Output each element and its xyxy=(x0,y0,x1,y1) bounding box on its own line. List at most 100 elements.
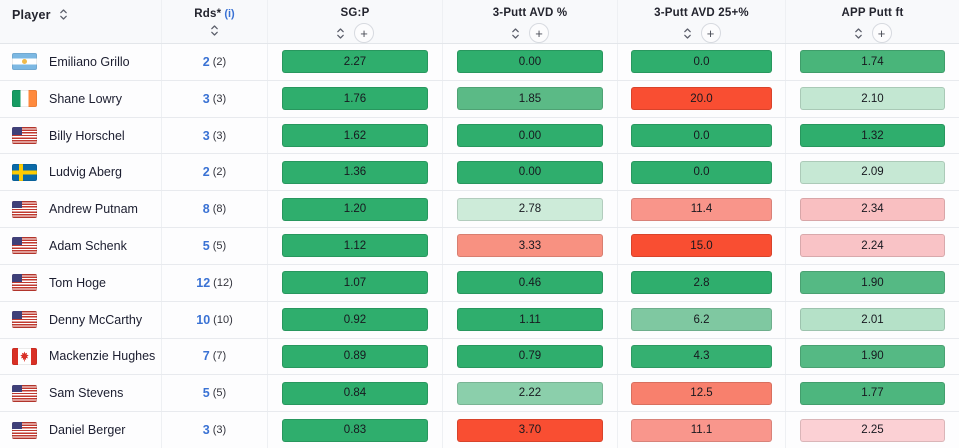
rounds-cell: 3 (3) xyxy=(162,117,268,154)
table-row: Denny McCarthy 10 (10) 0.92 1.11 6.2 2.0… xyxy=(0,301,959,339)
rounds-count: 2 xyxy=(202,165,210,180)
three-putt-avoid-25-stat-cell: 12.5 xyxy=(631,381,772,405)
rounds-cell: 2 (2) xyxy=(162,154,268,191)
info-link[interactable]: (i) xyxy=(224,7,235,20)
rounds-paren: (3) xyxy=(212,424,227,437)
ireland-flag-icon xyxy=(12,90,37,108)
rounds-paren: (3) xyxy=(212,129,227,142)
three-putt-avoid-stat-cell: 1.11 xyxy=(456,308,604,332)
table-body: Emiliano Grillo 2 (2) 2.27 0.00 0.0 1.74… xyxy=(0,44,959,448)
app-putt-ft-stat-cell: 1.77 xyxy=(799,381,946,405)
three-putt-avoid-25-stat-cell: 0.0 xyxy=(631,124,772,148)
rounds-count: 3 xyxy=(202,91,210,106)
three-putt-avoid-25-stat-cell: 0.0 xyxy=(631,50,772,74)
column-header-label: SG:P xyxy=(340,7,370,19)
sort-icon[interactable] xyxy=(683,27,692,40)
table-row: Emiliano Grillo 2 (2) 2.27 0.00 0.0 1.74 xyxy=(0,44,959,81)
player-name[interactable]: Billy Horschel xyxy=(49,128,125,143)
add-stat-button[interactable]: + xyxy=(871,23,892,43)
rounds-paren: (10) xyxy=(213,313,233,326)
sort-icon[interactable] xyxy=(210,24,219,37)
three-putt-avoid-25-stat-cell: 15.0 xyxy=(631,234,772,258)
usa-flag-icon xyxy=(12,127,37,145)
player-name[interactable]: Shane Lowry xyxy=(49,91,122,106)
column-header-app: APP Putt ft + xyxy=(786,0,959,43)
rounds-cell: 5 (5) xyxy=(162,375,268,412)
three-putt-avoid-stat-cell: 0.00 xyxy=(456,50,604,74)
player-cell: Billy Horschel xyxy=(0,117,162,154)
player-name[interactable]: Daniel Berger xyxy=(49,423,126,438)
rounds-cell: 3 (3) xyxy=(162,80,268,117)
three-putt-avoid-stat-cell: 0.79 xyxy=(456,344,604,368)
app-putt-ft-stat-cell: 1.90 xyxy=(799,271,946,295)
usa-flag-icon xyxy=(12,311,37,329)
player-name[interactable]: Ludvig Aberg xyxy=(49,165,122,180)
table-row: Shane Lowry 3 (3) 1.76 1.85 20.0 2.10 xyxy=(0,80,959,118)
sgp-stat-cell: 1.36 xyxy=(281,160,429,184)
player-name[interactable]: Mackenzie Hughes xyxy=(49,349,156,364)
three-putt-avoid-stat-cell: 2.22 xyxy=(456,381,604,405)
rounds-count: 2 xyxy=(202,54,210,69)
rounds-paren: (5) xyxy=(212,239,227,252)
player-name[interactable]: Denny McCarthy xyxy=(49,312,143,327)
sort-icon[interactable] xyxy=(59,8,68,21)
player-cell: Mackenzie Hughes xyxy=(0,338,162,375)
sgp-stat-cell: 0.83 xyxy=(281,418,429,442)
sgp-stat-cell: 0.84 xyxy=(281,381,429,405)
player-cell: Andrew Putnam xyxy=(0,191,162,228)
three-putt-avoid-stat-cell: 3.33 xyxy=(456,234,604,258)
column-header-tpa: 3-Putt AVD % + xyxy=(443,0,618,43)
column-header-rds: Rds* (i) xyxy=(162,0,268,43)
player-cell: Daniel Berger xyxy=(0,412,162,448)
rounds-cell: 3 (3) xyxy=(162,412,268,448)
player-name[interactable]: Emiliano Grillo xyxy=(49,54,130,69)
sgp-stat-cell: 0.92 xyxy=(281,308,429,332)
column-header-label: 3-Putt AVD 25+% xyxy=(654,7,749,19)
usa-flag-icon xyxy=(12,237,37,255)
rounds-paren: (2) xyxy=(212,166,227,179)
rounds-cell: 12 (12) xyxy=(162,264,268,301)
usa-flag-icon xyxy=(12,384,37,402)
three-putt-avoid-stat-cell: 3.70 xyxy=(456,418,604,442)
sort-icon[interactable] xyxy=(336,27,345,40)
player-cell: Ludvig Aberg xyxy=(0,154,162,191)
three-putt-avoid-25-stat-cell: 4.3 xyxy=(631,344,772,368)
sgp-stat-cell: 1.07 xyxy=(281,271,429,295)
maple-leaf-icon xyxy=(20,351,29,362)
add-stat-button[interactable]: + xyxy=(700,23,721,43)
player-name[interactable]: Andrew Putnam xyxy=(49,202,138,217)
three-putt-avoid-stat-cell: 0.46 xyxy=(456,271,604,295)
three-putt-avoid-25-stat-cell: 6.2 xyxy=(631,308,772,332)
app-putt-ft-stat-cell: 1.74 xyxy=(799,50,946,74)
player-cell: Adam Schenk xyxy=(0,228,162,264)
usa-flag-icon xyxy=(12,421,37,439)
column-header-label: 3-Putt AVD % xyxy=(492,7,568,19)
player-name[interactable]: Sam Stevens xyxy=(49,386,124,401)
player-cell: Sam Stevens xyxy=(0,375,162,412)
player-name[interactable]: Tom Hoge xyxy=(49,275,106,290)
table-row: Sam Stevens 5 (5) 0.84 2.22 12.5 1.77 xyxy=(0,375,959,413)
sweden-flag-icon xyxy=(12,163,37,181)
three-putt-avoid-25-stat-cell: 0.0 xyxy=(631,160,772,184)
usa-flag-icon xyxy=(12,200,37,218)
rounds-cell: 2 (2) xyxy=(162,44,268,80)
three-putt-avoid-stat-cell: 2.78 xyxy=(456,197,604,221)
table-row: Mackenzie Hughes 7 (7) 0.89 0.79 4.3 1.9… xyxy=(0,338,959,376)
sgp-stat-cell: 1.62 xyxy=(281,124,429,148)
column-header-player[interactable]: Player xyxy=(0,0,162,43)
app-putt-ft-stat-cell: 2.25 xyxy=(799,418,946,442)
app-putt-ft-stat-cell: 2.09 xyxy=(799,160,946,184)
table-row: Billy Horschel 3 (3) 1.62 0.00 0.0 1.32 xyxy=(0,117,959,155)
column-header-tpa25: 3-Putt AVD 25+% + xyxy=(618,0,786,43)
add-stat-button[interactable]: + xyxy=(354,23,374,43)
add-stat-button[interactable]: + xyxy=(529,23,549,43)
rounds-paren: (7) xyxy=(212,350,227,363)
sort-icon[interactable] xyxy=(511,27,520,40)
sort-icon[interactable] xyxy=(854,27,863,40)
player-name[interactable]: Adam Schenk xyxy=(49,238,127,253)
three-putt-avoid-25-stat-cell: 11.1 xyxy=(631,418,772,442)
table-row: Adam Schenk 5 (5) 1.12 3.33 15.0 2.24 xyxy=(0,228,959,265)
player-cell: Shane Lowry xyxy=(0,80,162,117)
column-header-label: APP Putt ft xyxy=(841,7,904,19)
player-cell: Tom Hoge xyxy=(0,264,162,301)
